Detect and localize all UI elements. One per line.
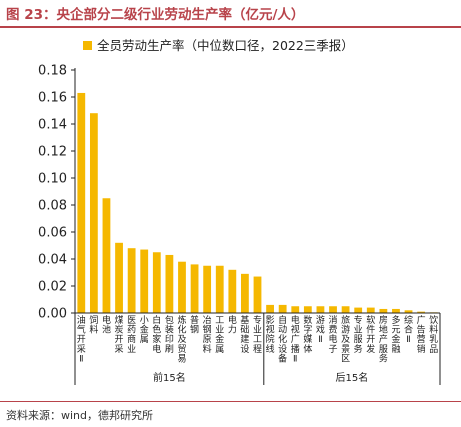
- x-tick-label: 普钢: [190, 314, 199, 336]
- bar: [127, 248, 136, 313]
- bar: [278, 304, 287, 313]
- x-tick-label: 游戏 Ⅱ: [316, 314, 325, 345]
- y-tick-label: 0.00: [38, 307, 67, 322]
- bar: [115, 242, 123, 313]
- y-tick-label: 0.12: [38, 145, 67, 160]
- x-tick-label: 油气开采 Ⅱ: [77, 314, 86, 364]
- x-tick-label: 电池: [102, 314, 111, 336]
- x-tick-label: 工业金属: [215, 316, 224, 355]
- y-tick-label: 0.02: [38, 280, 67, 295]
- group-label: 后15名: [336, 371, 369, 384]
- x-tick-label: 软件开发: [366, 314, 375, 355]
- group-label: 前15名: [153, 371, 186, 384]
- x-tick-label: 房地产服务: [379, 314, 388, 364]
- footer-rule: [0, 401, 461, 402]
- bar: [417, 311, 426, 313]
- y-tick-label: 0.10: [38, 172, 67, 187]
- legend-label: 全员劳动生产率（中位数口径，2022三季报）: [97, 38, 354, 53]
- x-tick-label: 煤炭开采: [115, 314, 124, 355]
- title-rule: [0, 26, 461, 28]
- y-tick-label: 0.06: [38, 226, 67, 241]
- bar: [241, 273, 249, 313]
- bar: [228, 269, 237, 313]
- bar: [190, 264, 199, 313]
- x-tick-label: 白色家电: [152, 314, 161, 355]
- bar: [203, 265, 212, 313]
- bar: [178, 261, 186, 313]
- bar: [253, 276, 262, 313]
- bar: [354, 307, 363, 313]
- bar: [366, 307, 375, 313]
- y-tick-label: 0.18: [38, 64, 67, 79]
- x-tick-label: 饮料乳品: [429, 314, 438, 355]
- bar: [77, 92, 86, 313]
- x-tick-label: 饲料: [89, 314, 98, 336]
- bar: [404, 310, 413, 313]
- bar: [392, 308, 400, 313]
- bar: [341, 306, 350, 313]
- x-tick-label: 数字媒体: [303, 314, 312, 355]
- figure-title: 图 23：央企部分二级行业劳动生产率（亿元/人）: [6, 7, 305, 23]
- y-tick-label: 0.14: [38, 118, 67, 133]
- bar: [165, 254, 174, 313]
- source-note: 资料来源：wind，德邦研究所: [6, 409, 154, 422]
- bar: [303, 306, 312, 313]
- bar: [102, 198, 111, 313]
- y-tick-label: 0.04: [38, 253, 67, 268]
- x-tick-label: 自动化设备: [278, 314, 287, 364]
- x-tick-label: 电力: [228, 314, 237, 336]
- bar: [152, 252, 161, 313]
- bar: [316, 306, 325, 313]
- x-tick-label: 综合 Ⅱ: [404, 314, 413, 345]
- x-tick-label: 影视院线: [266, 315, 275, 355]
- x-tick-label: 旅游及景区: [341, 314, 350, 364]
- x-tick-label: 消费电子: [329, 314, 338, 355]
- bar: [379, 308, 388, 313]
- bar: [291, 306, 300, 313]
- legend-swatch: [83, 41, 92, 50]
- y-tick-label: 0.08: [38, 199, 67, 214]
- x-tick-label: 冶钢原料: [203, 314, 212, 355]
- bar: [329, 306, 337, 313]
- x-tick-label: 小金属: [140, 315, 149, 345]
- x-tick-label: 医药商业: [127, 315, 136, 355]
- x-tick-label: 包装印刷: [165, 314, 174, 355]
- bar: [89, 113, 98, 313]
- x-tick-label: 基础建设: [240, 314, 249, 355]
- x-tick-label: 专业服务: [354, 314, 363, 355]
- bar: [266, 304, 274, 313]
- x-tick-label: 多元金融: [391, 314, 400, 355]
- x-tick-label: 炼化及贸易: [177, 314, 186, 364]
- bar-chart: 全员劳动生产率（中位数口径，2022三季报） 0.00 0.02 0.04 0.06 0.…: [38, 38, 441, 385]
- x-tick-label: 广告营销: [417, 314, 426, 355]
- bar: [215, 265, 224, 313]
- y-tick-label: 0.16: [38, 91, 67, 106]
- x-tick-label: 电视广播 Ⅱ: [291, 314, 300, 364]
- bar: [140, 249, 149, 313]
- x-tick-label: 专业工程: [253, 314, 262, 355]
